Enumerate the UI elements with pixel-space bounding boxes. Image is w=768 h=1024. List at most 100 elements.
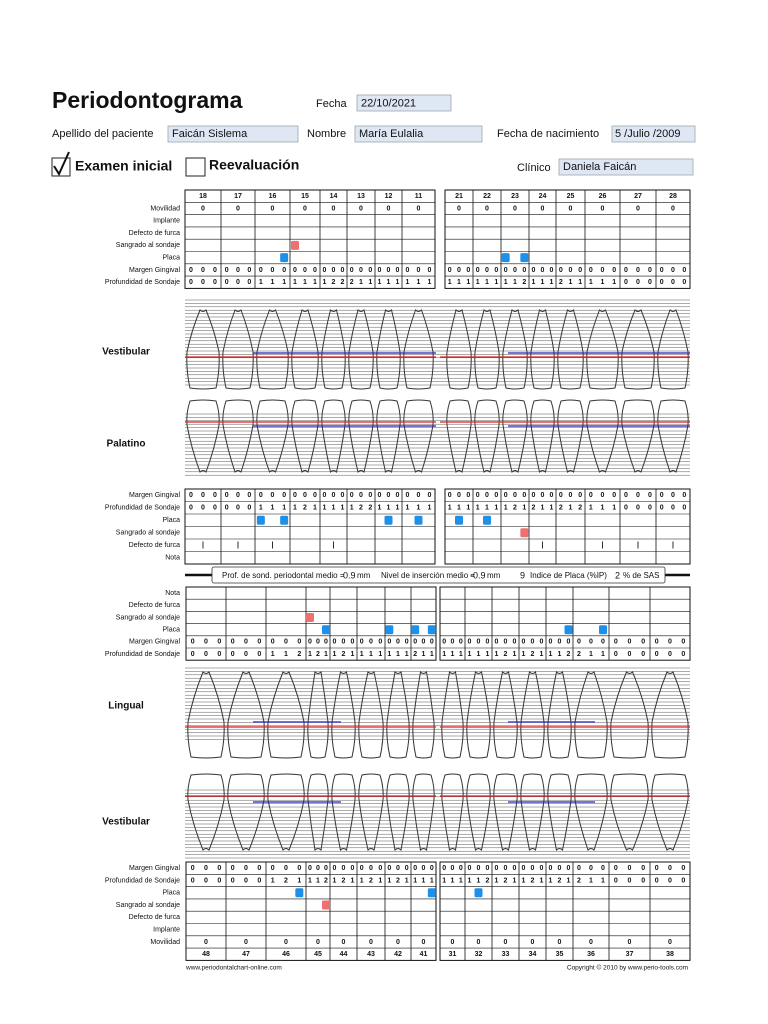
site-value: 0 — [396, 865, 400, 872]
site-value: 1 — [323, 279, 327, 286]
site-value: 0 — [504, 639, 508, 646]
site-value: 0 — [486, 639, 490, 646]
site-value: 0 — [577, 865, 581, 872]
site-value: 2 — [341, 279, 345, 286]
tooth-number: 28 — [669, 193, 677, 200]
clinico-box[interactable] — [558, 158, 694, 176]
site-value: 2 — [350, 279, 354, 286]
site-value: 2 — [316, 651, 320, 658]
site-value: 0 — [333, 865, 337, 872]
site-value: 0 — [614, 639, 618, 646]
site-value: 1 — [259, 505, 263, 512]
site-value: 0 — [628, 877, 632, 884]
site-value: 2 — [369, 877, 373, 884]
nacimiento-box[interactable] — [611, 125, 696, 143]
site-value: 0 — [513, 267, 517, 274]
site-value: 0 — [378, 639, 382, 646]
site-value: 1 — [476, 279, 480, 286]
cell-value: 0 — [628, 939, 632, 946]
nombre-value: María Eulalia — [359, 128, 424, 140]
site-value: 0 — [550, 492, 554, 499]
site-value: 0 — [405, 865, 409, 872]
tooth-number: 26 — [599, 193, 607, 200]
site-value: 0 — [213, 267, 217, 274]
site-value: 1 — [558, 651, 562, 658]
site-value: 0 — [247, 279, 251, 286]
site-value: 0 — [655, 877, 659, 884]
site-value: 0 — [332, 267, 336, 274]
site-value: 1 — [477, 651, 481, 658]
site-value: 0 — [457, 492, 461, 499]
site-value: 0 — [308, 639, 312, 646]
reevaluacion-checkbox[interactable] — [185, 157, 206, 177]
site-value: 1 — [466, 279, 470, 286]
site-value: 1 — [308, 651, 312, 658]
drawing-label: Vestibular — [102, 817, 150, 828]
site-value: 0 — [313, 492, 317, 499]
site-flag — [306, 613, 314, 622]
site-value: 0 — [589, 865, 593, 872]
tooth-number: 24 — [539, 193, 547, 200]
site-value: 1 — [550, 279, 554, 286]
site-value: 0 — [231, 877, 235, 884]
fecha-box[interactable] — [356, 94, 452, 112]
site-value: 0 — [567, 865, 571, 872]
summary-text: % de SAS — [623, 571, 659, 580]
site-value: 0 — [247, 267, 251, 274]
site-value: 0 — [282, 267, 286, 274]
site-value: 0 — [468, 639, 472, 646]
site-value: 0 — [231, 865, 235, 872]
site-value: 0 — [648, 505, 652, 512]
cell-value: 0 — [531, 939, 535, 946]
site-value: 0 — [513, 492, 517, 499]
cell-value: 0 — [244, 939, 248, 946]
site-value: 0 — [641, 651, 645, 658]
site-value: 0 — [422, 639, 426, 646]
apellido-box[interactable] — [167, 125, 299, 143]
site-value: 0 — [513, 865, 517, 872]
site-value: 0 — [297, 639, 301, 646]
site-value: 1 — [569, 505, 573, 512]
site-value: 1 — [468, 651, 472, 658]
row-label: Margen Gingival — [129, 865, 180, 872]
site-value: 1 — [405, 651, 409, 658]
site-value: 0 — [448, 267, 452, 274]
site-value: 0 — [636, 492, 640, 499]
site-value: 0 — [549, 639, 553, 646]
site-flag — [414, 515, 423, 525]
tooth — [386, 670, 410, 759]
nombre-box[interactable] — [354, 125, 483, 143]
tooth-number: 45 — [314, 951, 322, 958]
site-value: 1 — [451, 877, 455, 884]
cell-value: 0 — [477, 939, 481, 946]
site-value: 1 — [396, 279, 400, 286]
site-value: 2 — [368, 505, 372, 512]
site-value: 0 — [387, 865, 391, 872]
site-value: 0 — [549, 865, 553, 872]
cell-value: | — [542, 542, 544, 549]
site-flag — [322, 900, 330, 910]
row-label: Implante — [153, 926, 180, 933]
site-value: 1 — [513, 279, 517, 286]
tooth-drawing — [185, 667, 690, 759]
site-value: 0 — [660, 505, 664, 512]
tooth-number: 37 — [626, 951, 634, 958]
site-value: 1 — [522, 877, 526, 884]
summary-text: Prof. de sond. periodontal medio = — [222, 571, 345, 580]
cell-value: 0 — [457, 205, 461, 212]
site-value: 0 — [247, 492, 251, 499]
site-value: 0 — [624, 279, 628, 286]
site-value: 0 — [351, 639, 355, 646]
cell-value: 0 — [201, 205, 205, 212]
tooth-number: 27 — [634, 193, 642, 200]
site-value: 0 — [422, 865, 426, 872]
site-value: 2 — [297, 651, 301, 658]
row-label: Defecto de furca — [129, 914, 180, 921]
site-value: 1 — [369, 651, 373, 658]
site-value: 2 — [504, 651, 508, 658]
site-value: 0 — [430, 639, 434, 646]
site-value: 2 — [558, 877, 562, 884]
site-value: 0 — [217, 639, 221, 646]
